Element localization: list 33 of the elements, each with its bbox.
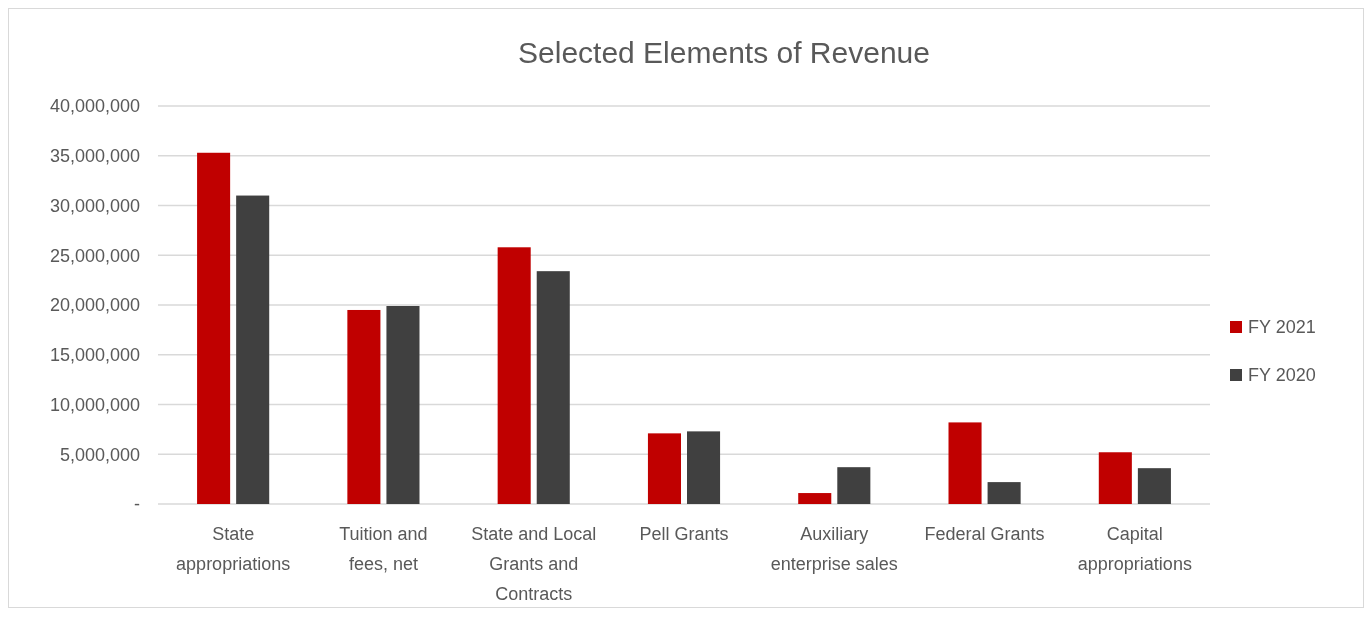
x-tick-label: Federal Grants xyxy=(924,524,1045,544)
bar xyxy=(1098,452,1132,504)
bar xyxy=(687,431,721,504)
y-tick-label: - xyxy=(134,494,140,515)
y-tick-label: 25,000,000 xyxy=(49,245,140,266)
y-tick-label: 30,000,000 xyxy=(49,195,140,216)
bar xyxy=(347,309,381,504)
bar xyxy=(536,271,570,504)
legend-label: FY 2020 xyxy=(1248,365,1316,386)
bar xyxy=(647,433,681,504)
y-tick-label: 20,000,000 xyxy=(49,295,140,316)
y-tick-label: 35,000,000 xyxy=(49,146,140,167)
x-tick-label: Capital appropriations xyxy=(1077,524,1192,574)
bar xyxy=(1137,468,1171,504)
bar xyxy=(197,152,231,504)
x-tick-label: Tuition and fees, net xyxy=(339,524,428,574)
y-tick-label: 40,000,000 xyxy=(49,96,140,117)
x-tick-label: State and Local Grants and Contracts xyxy=(471,524,597,604)
chart-title: Selected Elements of Revenue xyxy=(518,36,930,69)
legend-label: FY 2021 xyxy=(1248,317,1316,338)
bar xyxy=(798,493,832,504)
bar xyxy=(837,467,871,504)
x-tick-label: Auxiliary enterprise sales xyxy=(770,524,898,574)
bar xyxy=(386,306,420,504)
y-tick-label: 5,000,000 xyxy=(59,444,140,465)
bar xyxy=(987,482,1021,504)
bar xyxy=(497,247,531,504)
bar xyxy=(948,422,982,504)
y-tick-label: 15,000,000 xyxy=(49,345,140,366)
x-tick-label: Pell Grants xyxy=(639,524,729,544)
bar xyxy=(236,195,270,504)
x-tick-label: State appropriations xyxy=(176,524,291,574)
y-tick-label: 10,000,000 xyxy=(49,394,140,415)
